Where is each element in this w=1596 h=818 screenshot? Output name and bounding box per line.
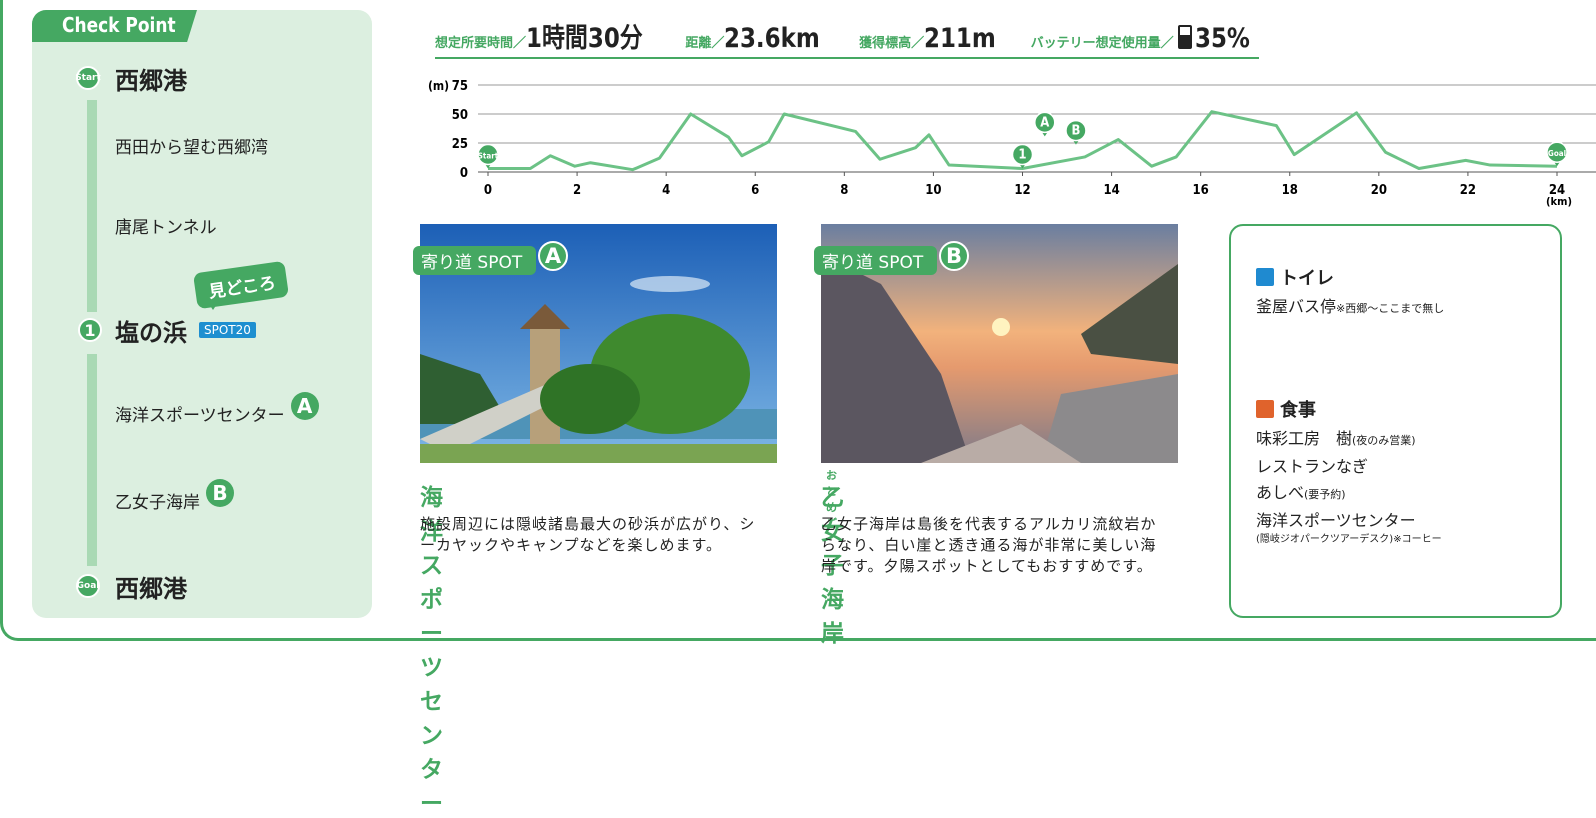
- stat: 距離／23.6km: [685, 23, 837, 54]
- marker-label: A: [1040, 115, 1049, 130]
- sidebar-title: Check Point: [62, 13, 176, 37]
- stat-value: 211m: [924, 23, 996, 54]
- x-tick-label: 14: [1103, 183, 1119, 198]
- spot-tag: 寄り道 SPOT: [814, 246, 937, 275]
- stat-value: 35%: [1195, 23, 1250, 54]
- badge: 1: [78, 318, 102, 342]
- badge-letter: B: [206, 479, 234, 507]
- marker: Start: [478, 145, 499, 169]
- stat-value: 1時間30分: [526, 16, 643, 55]
- y-tick-label: 75: [452, 79, 468, 94]
- checkpoint-name: 西郷港: [115, 61, 187, 96]
- x-tick-label: 4: [662, 183, 670, 198]
- stat-label: 距離／: [685, 32, 724, 51]
- spot-tag: 寄り道 SPOT: [413, 246, 536, 275]
- facility-note: ※西郷〜ここまで無し: [1336, 302, 1444, 315]
- marker-label: Start: [478, 152, 499, 161]
- spot-tag: SPOT20: [199, 322, 256, 338]
- marker: Goal: [1547, 142, 1567, 166]
- facility-name: レストランなぎ: [1256, 457, 1368, 476]
- y-axis-label: (m): [428, 79, 449, 93]
- marker: A: [1035, 112, 1055, 136]
- facility-title: 食事: [1280, 396, 1316, 422]
- checkpoint: 塩の浜 SPOT20: [115, 315, 256, 345]
- x-tick-label: 2: [573, 183, 581, 198]
- x-tick-label: 16: [1193, 183, 1209, 198]
- x-tick-label: 20: [1371, 183, 1387, 198]
- facility-name: 釜屋バス停: [1256, 297, 1336, 316]
- checkpoint-name: 西郷港: [115, 569, 187, 604]
- spot-letter: B: [939, 241, 969, 271]
- checkpoint-name: 西田から望む西郷湾: [115, 133, 268, 158]
- x-tick-label: 12: [1014, 183, 1030, 198]
- x-axis-label: (km): [1546, 195, 1572, 208]
- x-tick-label: 10: [925, 183, 941, 198]
- facility-heading: トイレ: [1256, 264, 1556, 290]
- sidebar: [32, 10, 372, 618]
- checkpoint: 唐尾トンネル: [115, 210, 217, 240]
- checkpoint-name: 乙女子海岸: [115, 488, 200, 513]
- spot-tag-text: 寄り道 SPOT: [421, 248, 522, 273]
- facility-note: (要予約): [1304, 488, 1346, 501]
- route-bar: [87, 354, 97, 566]
- facility-icon: [1256, 268, 1274, 286]
- stat-value: 23.6km: [724, 23, 820, 54]
- page: Check Point Start西郷港西田から望む西郷湾唐尾トンネル1塩の浜S…: [0, 0, 1596, 651]
- x-tick-label: 6: [751, 183, 759, 198]
- battery-icon: [1178, 25, 1192, 49]
- facility-line: レストランなぎ: [1256, 454, 1556, 480]
- badge: Start: [76, 66, 100, 90]
- facility-line: あしべ(要予約): [1256, 480, 1556, 508]
- stat-label: 獲得標高／: [859, 32, 924, 51]
- stat-label: バッテリー想定使用量／: [1031, 32, 1174, 51]
- facility-line: 味彩工房 樹(夜のみ営業): [1256, 426, 1556, 454]
- facility-line: 釜屋バス停※西郷〜ここまで無し: [1256, 294, 1556, 322]
- y-tick-label: 25: [452, 137, 468, 152]
- y-tick-label: 0: [460, 166, 468, 181]
- stat-label: 想定所要時間／: [435, 32, 526, 51]
- facility-name: 海洋スポーツセンター: [1256, 511, 1416, 530]
- facilities: トイレ釜屋バス停※西郷〜ここまで無し食事味彩工房 樹(夜のみ営業) レストランなぎ…: [1256, 264, 1556, 546]
- checkpoint-name: 唐尾トンネル: [115, 213, 217, 238]
- facility-note: (隠岐ジオパークツアーデスク)※コーヒー: [1256, 534, 1556, 546]
- x-tick-label: 18: [1282, 183, 1298, 198]
- stat: バッテリー想定使用量／ 35%: [1031, 23, 1260, 54]
- checkpoint: 西郷港: [115, 63, 187, 93]
- facility-note: (夜のみ営業): [1352, 434, 1416, 447]
- marker: B: [1066, 121, 1086, 145]
- checkpoint-name: 塩の浜: [115, 313, 187, 348]
- spot-letter: A: [538, 241, 568, 271]
- x-tick-label: 0: [484, 183, 492, 198]
- marker-label: 1: [1018, 148, 1026, 163]
- checkpoint: 西郷港: [115, 571, 187, 601]
- checkpoint-name: 海洋スポーツセンター: [115, 401, 285, 426]
- facility-name: あしべ: [1256, 483, 1304, 502]
- y-tick-label: 50: [452, 108, 468, 123]
- x-tick-label: 22: [1460, 183, 1476, 198]
- facility-line: 海洋スポーツセンター: [1256, 508, 1556, 534]
- facility-name: 味彩工房 樹: [1256, 429, 1352, 448]
- marker: 1: [1013, 145, 1033, 169]
- route-bar: [87, 100, 97, 312]
- spot-text: 施設周辺には隠岐諸島最大の砂浜が広がり、シーカヤックやキャンプなどを楽しめます。: [420, 514, 760, 556]
- badge: Goal: [76, 574, 100, 598]
- facility-heading: 食事: [1256, 396, 1556, 422]
- spot-text: 乙女子海岸は島後を代表するアルカリ流紋岩からなり、白い崖と透き通る海が非常に美し…: [821, 514, 1161, 577]
- marker-label: Goal: [1548, 149, 1566, 158]
- checkpoint: 西田から望む西郷湾: [115, 130, 268, 160]
- facility-title: トイレ: [1280, 264, 1334, 290]
- stat: 想定所要時間／1時間30分: [435, 16, 663, 55]
- badge-letter: A: [291, 392, 319, 420]
- facility-icon: [1256, 400, 1274, 418]
- marker-label: B: [1071, 124, 1080, 139]
- x-tick-label: 8: [840, 183, 848, 198]
- spot-tag-text: 寄り道 SPOT: [822, 248, 923, 273]
- stat: 獲得標高／211m: [859, 23, 1009, 54]
